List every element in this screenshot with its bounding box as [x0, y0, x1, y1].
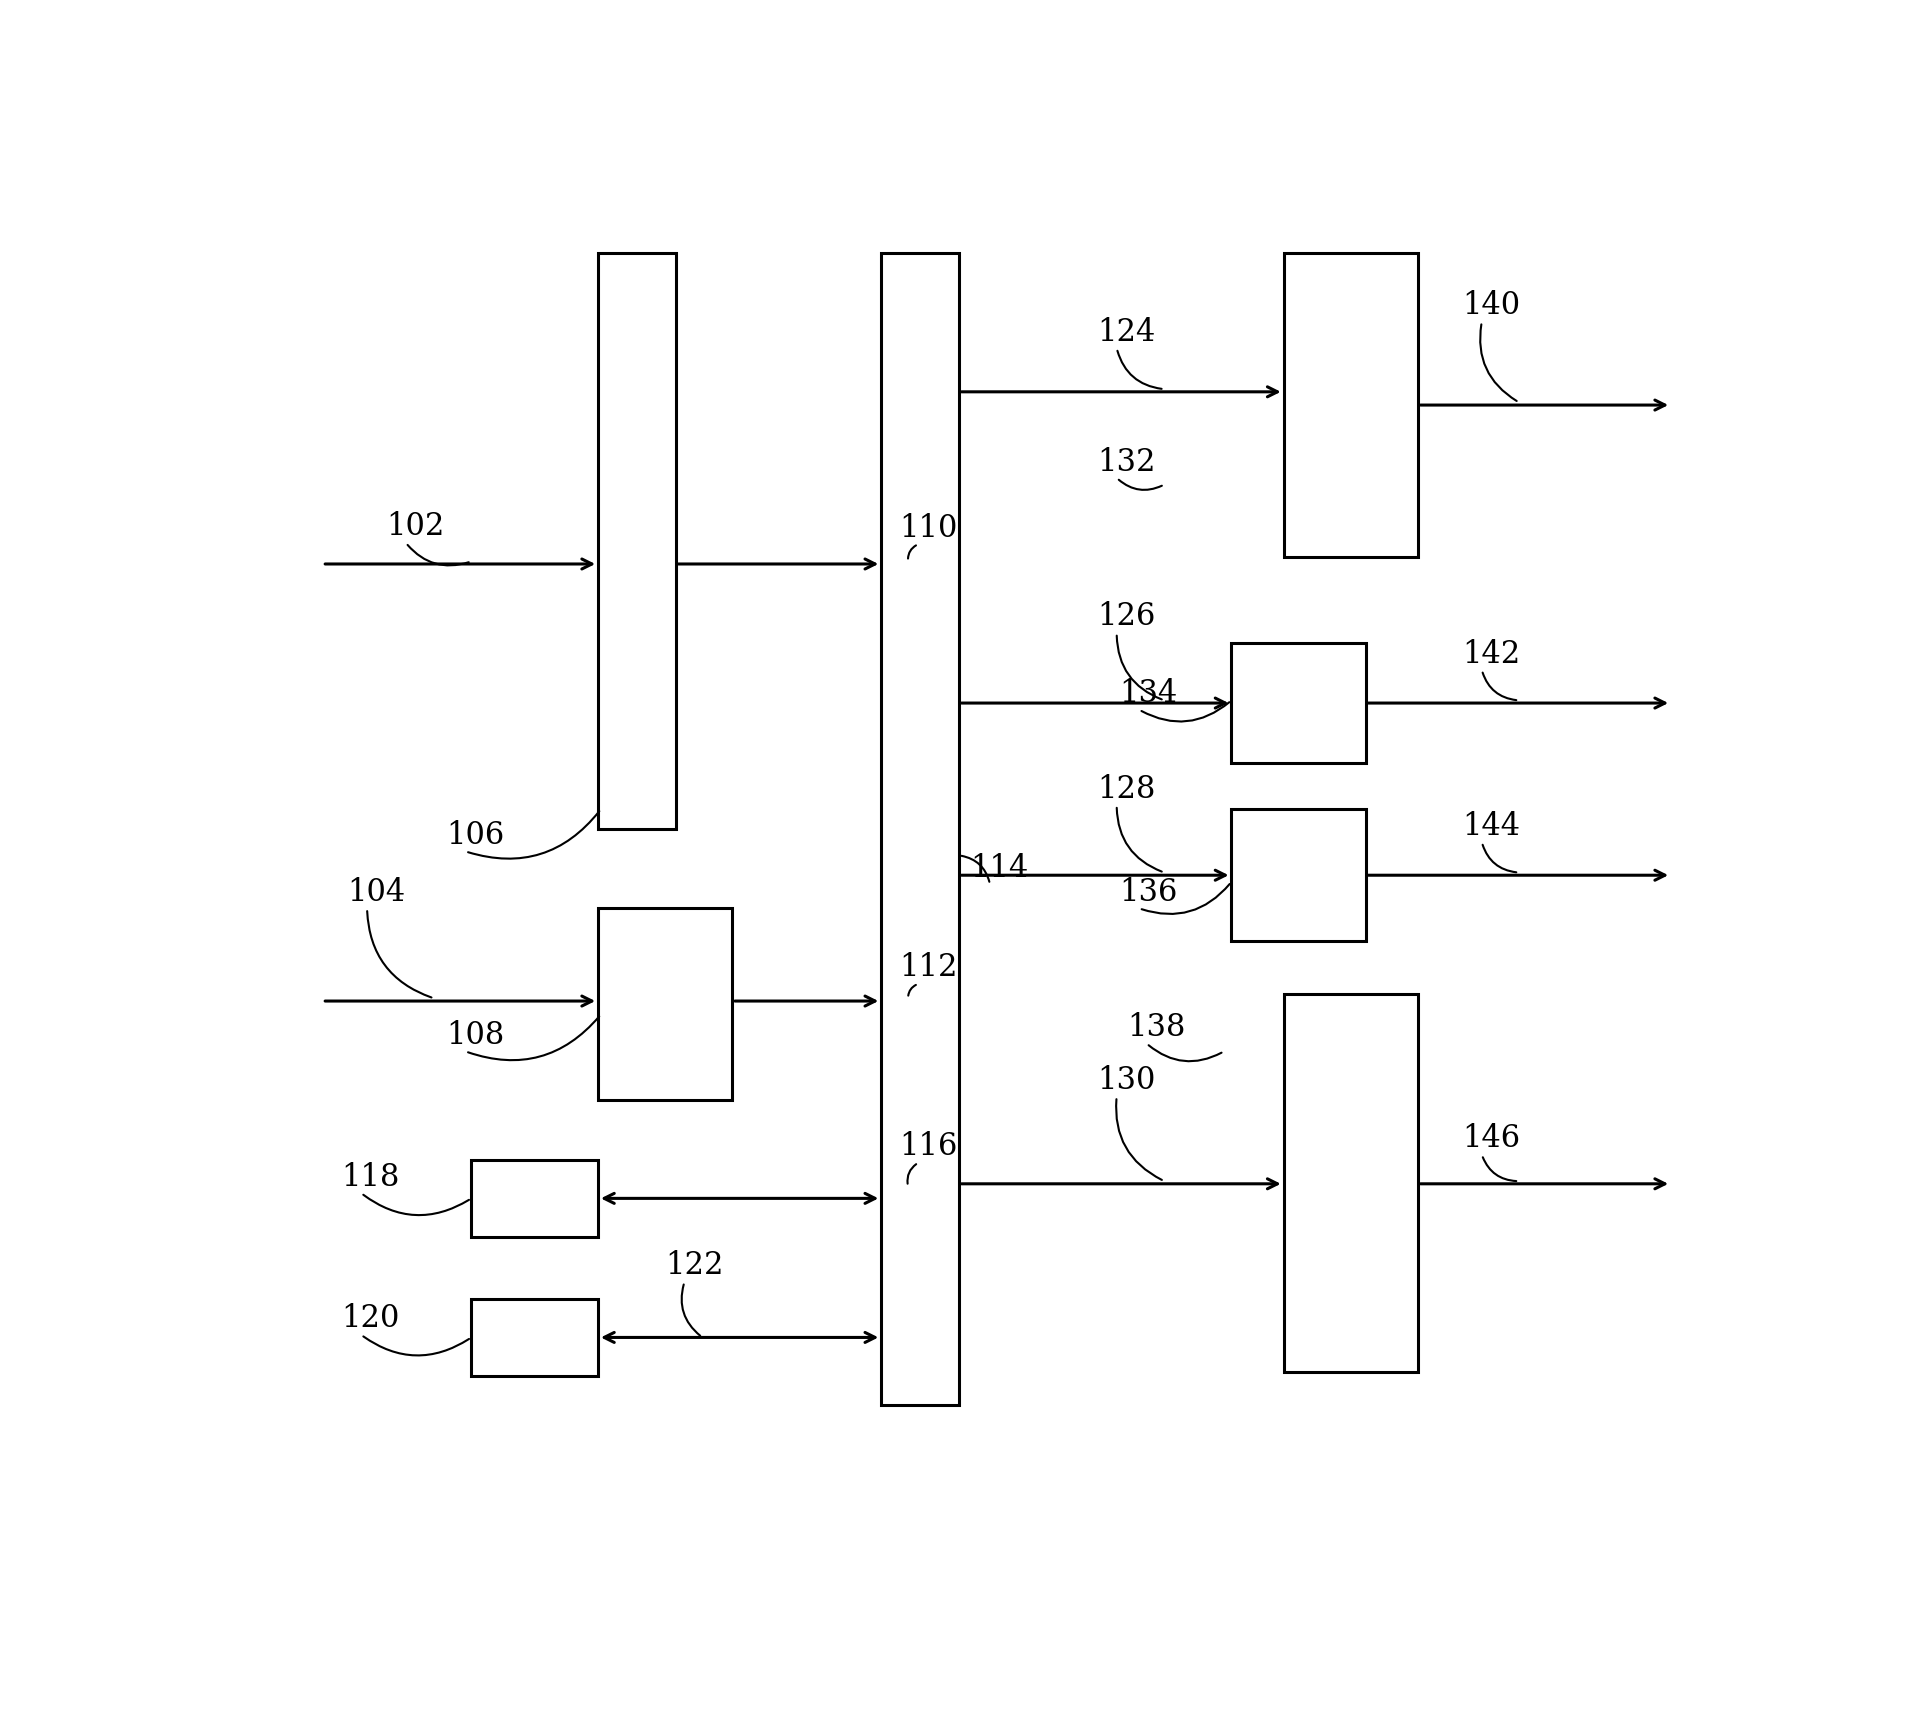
Text: 110: 110 — [900, 513, 958, 544]
Bar — [881, 253, 960, 1405]
Text: 146: 146 — [1463, 1123, 1521, 1154]
Bar — [471, 1159, 598, 1237]
Bar — [1285, 253, 1417, 557]
Bar — [598, 253, 675, 829]
Text: 140: 140 — [1463, 291, 1521, 322]
Text: 114: 114 — [971, 853, 1029, 884]
Bar — [1231, 643, 1365, 762]
Text: 102: 102 — [387, 511, 444, 542]
Text: 144: 144 — [1463, 810, 1521, 841]
Text: 120: 120 — [342, 1304, 400, 1335]
Text: 106: 106 — [446, 820, 504, 851]
Text: 112: 112 — [900, 953, 958, 984]
Text: 128: 128 — [1098, 774, 1156, 805]
Bar — [1231, 808, 1365, 941]
Bar — [471, 1299, 598, 1376]
Text: 108: 108 — [446, 1020, 504, 1051]
Text: 118: 118 — [342, 1161, 400, 1192]
Bar — [1285, 994, 1417, 1373]
Bar — [598, 908, 733, 1101]
Text: 124: 124 — [1098, 316, 1156, 347]
Text: 136: 136 — [1119, 877, 1179, 908]
Text: 116: 116 — [900, 1132, 958, 1163]
Text: 138: 138 — [1127, 1011, 1185, 1042]
Text: 130: 130 — [1098, 1065, 1156, 1096]
Text: 142: 142 — [1463, 638, 1521, 669]
Text: 132: 132 — [1098, 447, 1156, 478]
Text: 134: 134 — [1119, 678, 1179, 709]
Text: 126: 126 — [1098, 602, 1156, 633]
Text: 122: 122 — [665, 1250, 723, 1281]
Text: 104: 104 — [348, 877, 406, 908]
